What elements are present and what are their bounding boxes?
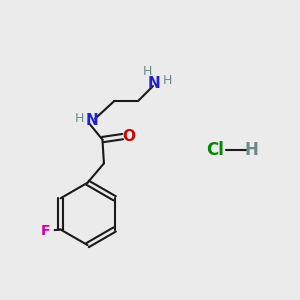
- Text: O: O: [123, 129, 136, 144]
- Text: F: F: [41, 224, 50, 238]
- Text: N: N: [86, 113, 98, 128]
- Text: H: H: [143, 65, 153, 78]
- Text: N: N: [148, 76, 161, 91]
- Text: H: H: [75, 112, 84, 125]
- Text: H: H: [162, 74, 172, 87]
- Text: H: H: [244, 141, 258, 159]
- Text: Cl: Cl: [206, 141, 224, 159]
